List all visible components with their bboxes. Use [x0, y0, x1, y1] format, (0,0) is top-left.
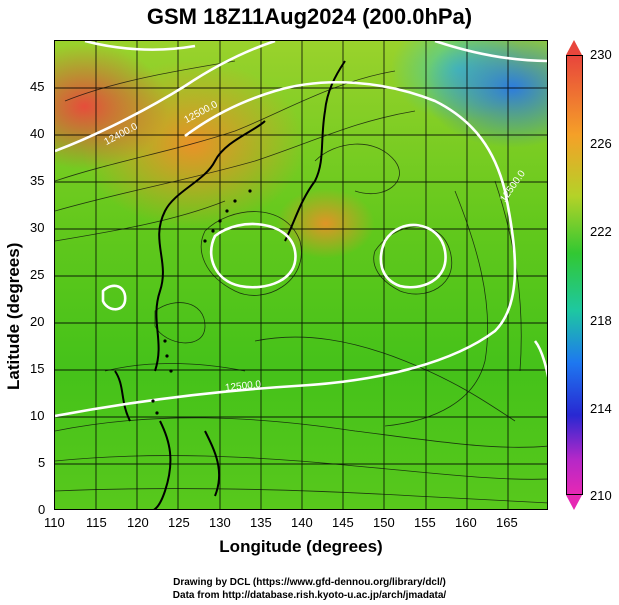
x-tick-label: 165 [496, 515, 518, 530]
y-tick-label: 5 [38, 455, 46, 470]
colorbar-label: 218 [590, 313, 612, 328]
x-tick-label: 135 [250, 515, 272, 530]
height-contours [55, 41, 547, 418]
y-tick-label: 20 [30, 314, 45, 329]
y-tick-label: 0 [38, 502, 46, 517]
x-tick-label: 130 [209, 515, 231, 530]
footer-source: Data from http://database.rish.kyoto-u.a… [172, 590, 447, 601]
colorbar-top-cap [566, 40, 582, 55]
y-tick-label: 40 [30, 126, 45, 141]
y-tick-label: 10 [30, 408, 45, 423]
lat-lon-grid [55, 41, 547, 509]
coastlines [114, 60, 346, 509]
y-tick-label: 25 [30, 267, 45, 282]
x-tick-label: 115 [86, 515, 107, 530]
x-axis-label: Longitude (degrees) [219, 537, 383, 556]
colorbar-label: 222 [590, 224, 612, 239]
x-tick-label: 110 [44, 515, 65, 530]
footer-credit: Drawing by DCL (https://www.gfd-dennou.o… [173, 577, 446, 588]
map-plot-area: 12400.0 12500.0 12500.0 12500.0 [54, 40, 548, 510]
colorbar [566, 55, 583, 495]
colorbar-label: 210 [590, 488, 612, 503]
x-tick-label: 120 [127, 515, 149, 530]
x-tick-label: 150 [373, 515, 395, 530]
y-tick-label: 35 [30, 173, 45, 188]
map-title: GSM 18Z11Aug2024 (200.0hPa) [146, 4, 473, 29]
y-tick-label: 15 [30, 361, 45, 376]
colorbar-bottom-cap [566, 495, 582, 510]
island-markers [151, 189, 252, 415]
x-tick-label: 155 [414, 515, 436, 530]
x-tick-label: 140 [291, 515, 313, 530]
x-tick-label: 145 [332, 515, 354, 530]
map-overlay [55, 41, 547, 509]
x-tick-label: 160 [455, 515, 477, 530]
y-axis-label: Latitude (degrees) [4, 242, 23, 390]
colorbar-label: 230 [590, 47, 612, 62]
colorbar-label: 214 [590, 401, 612, 416]
x-tick-label: 125 [168, 515, 190, 530]
y-tick-label: 30 [30, 220, 45, 235]
colorbar-label: 226 [590, 136, 612, 151]
y-tick-label: 45 [30, 79, 45, 94]
streamlines [55, 60, 547, 504]
